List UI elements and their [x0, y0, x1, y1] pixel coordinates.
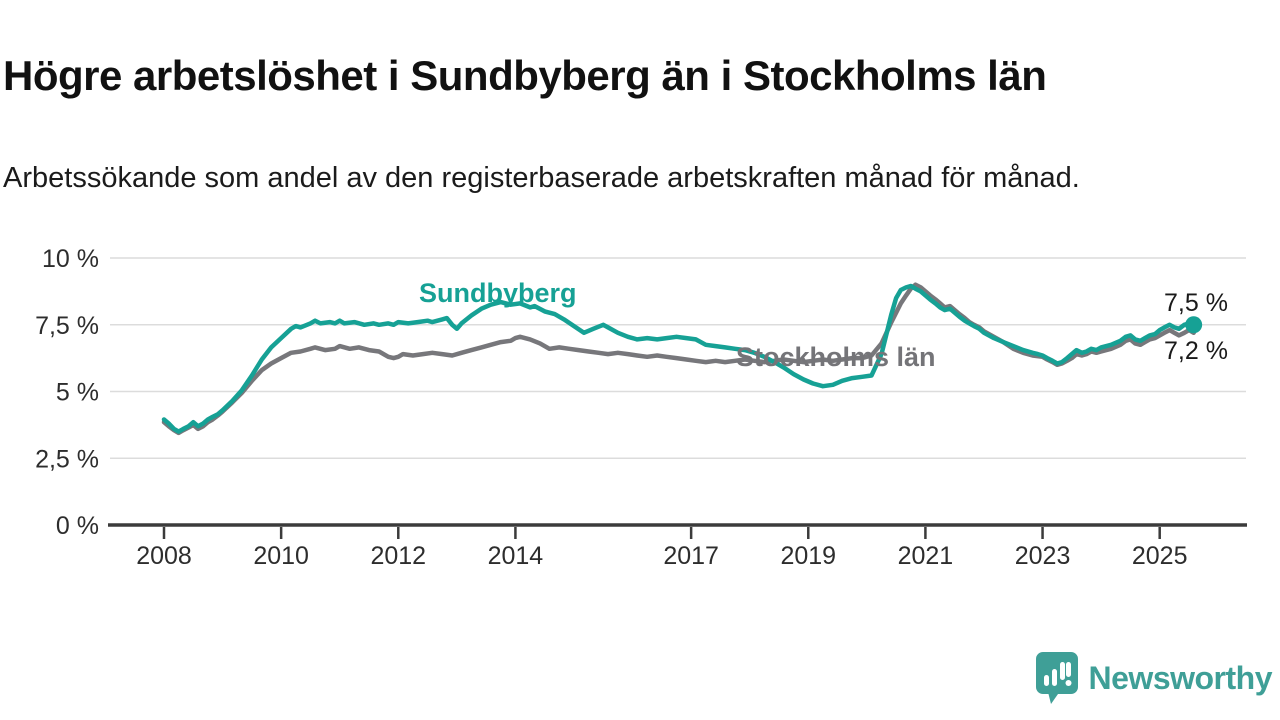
- series-label-stockholms-lan: Stockholms län: [736, 342, 936, 372]
- newsworthy-bubble-chart-icon: [1035, 652, 1078, 704]
- latest-value-stockholms-lan: 7,2 %: [1164, 337, 1228, 365]
- x-axis-tick-label: 2012: [370, 542, 426, 570]
- newsworthy-logo: Newsworthy: [1035, 651, 1273, 705]
- y-axis-tick-label: 5 %: [56, 379, 99, 407]
- x-axis-tick-label: 2021: [898, 542, 954, 570]
- chart-subtitle: Arbetssökande som andel av den registerb…: [3, 162, 1080, 194]
- y-axis-tick-label: 7,5 %: [35, 312, 99, 340]
- series-label-sundbyberg: Sundbyberg: [419, 278, 577, 308]
- series-line-sundbyberg: [161, 283, 1196, 434]
- y-axis-tick-label: 10 %: [42, 245, 99, 273]
- x-axis-tick-label: 2014: [488, 542, 544, 570]
- x-axis-tick-label: 2008: [136, 542, 192, 570]
- x-axis-tick-label: 2025: [1132, 542, 1188, 570]
- series-line-stockholms-l-n: [161, 282, 1196, 436]
- page-title: Högre arbetslöshet i Sundbyberg än i Sto…: [3, 52, 1047, 100]
- latest-value-sundbyberg: 7,5 %: [1164, 289, 1228, 317]
- x-axis-tick-label: 2023: [1015, 542, 1071, 570]
- x-axis-tick-label: 2019: [780, 542, 836, 570]
- latest-point-dot: [1185, 316, 1203, 334]
- newsworthy-wordmark: Newsworthy: [1088, 659, 1273, 696]
- x-axis-tick-label: 2017: [663, 542, 719, 570]
- y-axis-tick-label: 2,5 %: [35, 445, 99, 473]
- y-axis-tick-label: 0 %: [56, 512, 99, 540]
- x-axis-tick-label: 2010: [253, 542, 309, 570]
